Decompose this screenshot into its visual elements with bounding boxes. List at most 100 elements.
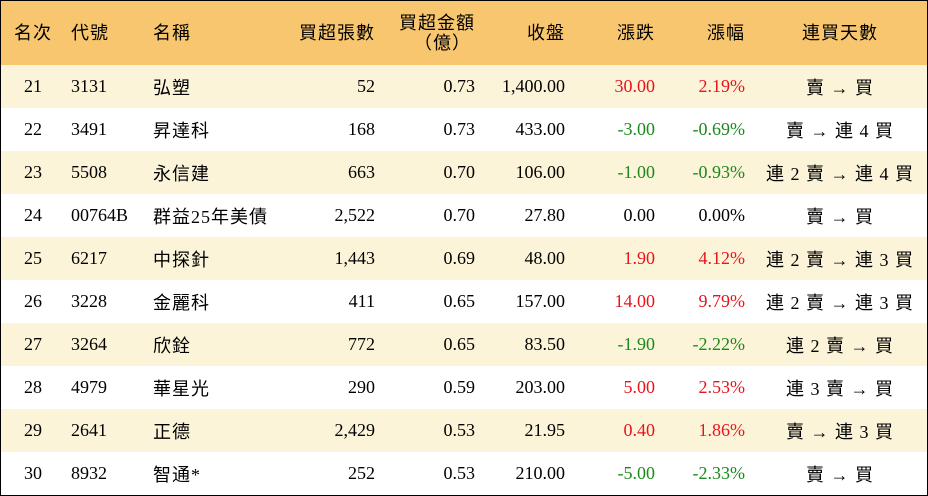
header-name: 名稱: [153, 23, 191, 43]
cell-code: 4979: [71, 377, 107, 397]
cell-close: 210.00: [515, 463, 566, 483]
cell-consecutive-days: 賣 → 買: [806, 77, 874, 98]
table-row: 28 4979 華星光 290 0.59 203.00 5.00 2.53% 連 3 賣 → 買: [1, 366, 927, 409]
cell-net-buy-amount: 0.53: [443, 463, 476, 483]
cell-rank: 28: [24, 377, 42, 397]
cell-name: 智通*: [153, 464, 201, 485]
cell-net-buy-lots: 663: [348, 162, 375, 182]
cell-change-pct: 0.00%: [698, 205, 746, 225]
table-row: 23 5508 永信建 663 0.70 106.00 -1.00 -0.93% 連 2 賣 →…: [1, 151, 927, 194]
cell-change-pct: -2.33%: [692, 463, 746, 483]
cell-net-buy-lots: 411: [348, 291, 375, 311]
cell-consecutive-days: 賣 → 買: [806, 464, 874, 485]
header-change-pct: 漲幅: [707, 23, 745, 43]
cell-rank: 27: [24, 334, 42, 354]
cell-name: 永信建: [153, 163, 210, 184]
cell-close: 106.00: [515, 162, 566, 182]
cell-close: 48.00: [524, 248, 566, 268]
cell-close: 27.80: [524, 205, 566, 225]
cell-name: 群益25年美債: [153, 206, 268, 227]
cell-consecutive-days: 連 2 賣 → 買: [786, 335, 894, 356]
cell-change-pct: 2.53%: [698, 377, 746, 397]
header-consecutive-days: 連買天數: [802, 23, 878, 43]
cell-consecutive-days: 連 3 賣 → 買: [786, 378, 894, 399]
cell-close: 203.00: [515, 377, 566, 397]
cell-code: 3491: [71, 119, 107, 139]
cell-change: 14.00: [614, 291, 656, 311]
cell-code: 2641: [71, 420, 107, 440]
cell-name: 正德: [153, 421, 191, 442]
cell-name: 金麗科: [153, 292, 210, 313]
cell-code: 3264: [71, 334, 107, 354]
cell-change-pct: 1.86%: [698, 420, 746, 440]
cell-code: 3131: [71, 76, 107, 96]
header-net-buy-amount-line2: （億）: [414, 33, 471, 53]
cell-consecutive-days: 賣 → 連 4 買: [786, 120, 894, 141]
cell-net-buy-lots: 252: [348, 463, 375, 483]
cell-change: -1.00: [617, 162, 656, 182]
cell-name: 中探針: [153, 249, 210, 270]
cell-net-buy-lots: 772: [348, 334, 375, 354]
cell-consecutive-days: 賣 → 買: [806, 206, 874, 227]
header-net-buy-lots: 買超張數: [299, 23, 375, 43]
table-header-row: 名次 代號 名稱 買超張數 買超金額 （億） 收盤 漲跌 漲幅 連買天數: [1, 1, 927, 65]
cell-net-buy-amount: 0.59: [443, 377, 476, 397]
cell-rank: 29: [24, 420, 42, 440]
cell-net-buy-amount: 0.73: [443, 76, 476, 96]
cell-change: 1.90: [623, 248, 656, 268]
cell-name: 華星光: [153, 378, 210, 399]
cell-net-buy-lots: 168: [348, 119, 375, 139]
cell-close: 83.50: [524, 334, 566, 354]
cell-code: 00764B: [71, 205, 129, 225]
table-row: 27 3264 欣銓 772 0.65 83.50 -1.90 -2.22% 連 2 賣 → 買: [1, 323, 927, 366]
cell-close: 1,400.00: [502, 76, 565, 96]
cell-close: 433.00: [515, 119, 566, 139]
cell-net-buy-amount: 0.70: [443, 205, 476, 225]
cell-close: 157.00: [515, 291, 566, 311]
cell-name: 欣銓: [153, 335, 191, 356]
table-row: 26 3228 金麗科 411 0.65 157.00 14.00 9.79% 連 2 賣 → …: [1, 280, 927, 323]
cell-rank: 24: [24, 205, 42, 225]
cell-net-buy-amount: 0.73: [443, 119, 476, 139]
cell-change-pct: 9.79%: [698, 291, 746, 311]
cell-net-buy-lots: 52: [357, 76, 375, 96]
cell-change: -3.00: [617, 119, 656, 139]
table-row: 30 8932 智通* 252 0.53 210.00 -5.00 -2.33% 賣 → 買: [1, 452, 927, 495]
header-close: 收盤: [527, 23, 565, 43]
cell-net-buy-lots: 2,522: [334, 205, 376, 225]
table-row: 29 2641 正德 2,429 0.53 21.95 0.40 1.86% 賣 → 連 3 買: [1, 409, 927, 452]
cell-code: 3228: [71, 291, 107, 311]
header-rank: 名次: [14, 23, 52, 43]
header-change: 漲跌: [617, 23, 655, 43]
cell-change-pct: -0.93%: [692, 162, 746, 182]
cell-rank: 21: [24, 76, 42, 96]
cell-change-pct: 4.12%: [698, 248, 746, 268]
cell-change: 30.00: [614, 76, 656, 96]
cell-name: 昇達科: [153, 120, 210, 141]
cell-net-buy-amount: 0.65: [443, 291, 476, 311]
cell-net-buy-amount: 0.65: [443, 334, 476, 354]
cell-change-pct: 2.19%: [698, 76, 746, 96]
header-net-buy-amount-line1: 買超金額: [399, 13, 475, 33]
cell-net-buy-amount: 0.69: [443, 248, 476, 268]
cell-rank: 25: [24, 248, 42, 268]
cell-consecutive-days: 連 2 賣 → 連 3 買: [766, 249, 914, 270]
header-code: 代號: [71, 23, 109, 43]
cell-rank: 30: [24, 463, 42, 483]
cell-net-buy-lots: 2,429: [334, 420, 376, 440]
cell-net-buy-lots: 290: [348, 377, 375, 397]
cell-change: 0.00: [623, 205, 656, 225]
cell-change: -1.90: [617, 334, 656, 354]
cell-net-buy-lots: 1,443: [334, 248, 376, 268]
table-body: 21 3131 弘塑 52 0.73 1,400.00 30.00 2.19% 賣 → 買 22 3…: [1, 65, 927, 495]
cell-net-buy-amount: 0.70: [443, 162, 476, 182]
cell-change: 0.40: [623, 420, 656, 440]
table-row: 21 3131 弘塑 52 0.73 1,400.00 30.00 2.19% 賣 → 買: [1, 65, 927, 108]
cell-change: -5.00: [617, 463, 656, 483]
cell-net-buy-amount: 0.53: [443, 420, 476, 440]
cell-code: 5508: [71, 162, 107, 182]
cell-code: 8932: [71, 463, 107, 483]
cell-change-pct: -2.22%: [692, 334, 746, 354]
